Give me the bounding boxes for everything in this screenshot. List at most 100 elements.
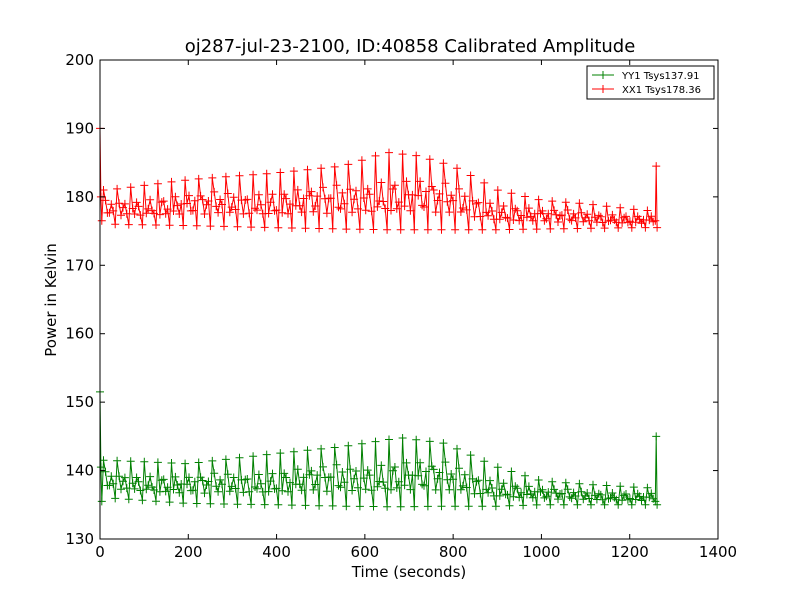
data-point: [542, 492, 551, 501]
data-point: [412, 151, 421, 160]
data-point: [126, 457, 135, 466]
data-point: [480, 457, 489, 466]
data-point: [390, 181, 399, 190]
data-point: [338, 468, 347, 476]
data-point: [645, 216, 654, 225]
data-point: [515, 216, 524, 225]
data-point: [354, 483, 362, 492]
data-point: [484, 211, 493, 220]
data-point: [585, 494, 594, 503]
data-point: [357, 439, 366, 448]
data-point: [476, 489, 485, 498]
data-point: [342, 225, 351, 234]
data-point: [565, 492, 574, 501]
x-axis-label: Time (seconds): [351, 563, 467, 581]
series-1: [96, 124, 662, 234]
data-point: [152, 221, 160, 229]
data-point: [554, 495, 562, 504]
data-point: [157, 476, 166, 485]
data-point: [377, 461, 386, 470]
y-tick-label: 150: [65, 393, 94, 411]
data-point: [113, 184, 122, 193]
data-point: [266, 477, 275, 486]
data-point: [629, 483, 638, 492]
data-point: [142, 209, 151, 218]
data-point: [297, 208, 306, 217]
data-point: [198, 476, 207, 485]
data-point: [206, 499, 215, 508]
data-point: [107, 200, 116, 209]
data-point: [589, 200, 597, 209]
data-point: [400, 202, 409, 211]
data-point: [352, 186, 360, 195]
data-point: [289, 167, 298, 176]
data-point: [604, 494, 613, 503]
x-tick-label: 600: [351, 543, 380, 561]
data-point: [392, 483, 401, 492]
data-point: [251, 204, 259, 213]
data-point: [126, 183, 135, 192]
data-point: [488, 484, 496, 492]
data-point: [128, 479, 137, 488]
data-point: [557, 211, 566, 220]
data-point: [635, 492, 644, 501]
data-point: [460, 470, 469, 479]
x-tick-label: 800: [439, 543, 468, 561]
data-point: [202, 200, 211, 209]
data-point: [625, 494, 634, 503]
data-point: [122, 484, 131, 493]
data-point: [204, 197, 213, 205]
data-point: [153, 458, 162, 467]
data-point: [594, 489, 603, 498]
data-point: [208, 456, 217, 465]
data-point: [532, 225, 541, 234]
data-point: [598, 495, 607, 504]
data-point: [439, 159, 448, 168]
data-point: [119, 203, 127, 212]
data-point: [627, 500, 636, 509]
data-point: [344, 441, 353, 450]
data-point: [579, 495, 588, 504]
data-point: [379, 197, 388, 206]
data-point: [406, 206, 415, 215]
data-point: [315, 224, 324, 233]
data-point: [340, 478, 349, 487]
data-point: [136, 211, 145, 220]
data-point: [101, 196, 110, 205]
data-point: [381, 204, 390, 213]
data-point: [157, 198, 166, 207]
data-point: [132, 473, 141, 482]
plot-frame: [99, 59, 719, 540]
data-point: [431, 208, 440, 217]
data-point: [348, 486, 357, 495]
data-point: [354, 204, 362, 213]
data-point: [336, 483, 345, 492]
data-point: [167, 177, 176, 186]
data-point: [138, 220, 147, 229]
data-point: [322, 487, 331, 496]
data-point: [600, 224, 609, 233]
data-point: [326, 473, 335, 482]
data-point: [355, 225, 364, 234]
data-point: [196, 191, 205, 200]
data-point: [225, 208, 234, 217]
data-point: [239, 488, 248, 497]
data-point: [557, 489, 566, 498]
data-point: [328, 224, 337, 233]
data-point: [190, 477, 199, 486]
data-point: [105, 481, 114, 490]
data-point: [286, 200, 294, 209]
data-point: [478, 502, 487, 511]
data-point: [466, 171, 475, 180]
data-point: [295, 480, 304, 489]
data-point: [418, 201, 427, 210]
data-point: [365, 190, 374, 199]
x-tick-label: 200: [174, 543, 203, 561]
data-point: [218, 480, 226, 489]
data-point: [359, 474, 368, 483]
data-point: [491, 225, 500, 234]
data-point: [309, 207, 318, 216]
data-point: [641, 500, 650, 509]
data-point: [272, 206, 281, 215]
data-point: [233, 500, 242, 509]
